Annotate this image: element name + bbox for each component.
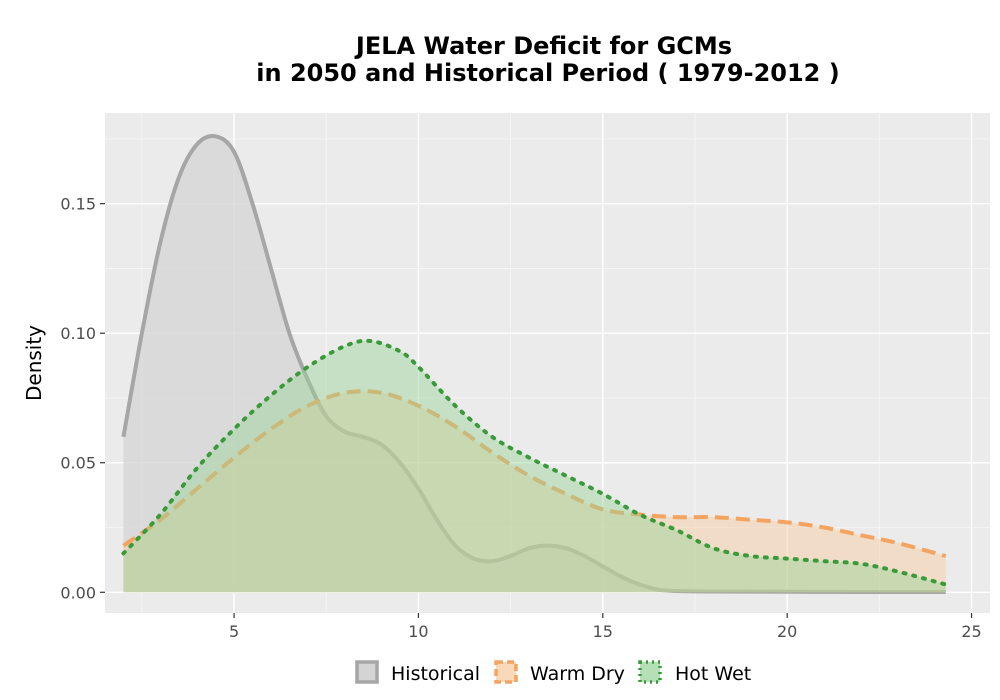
legend-key-hot-wet: [638, 660, 662, 684]
chart-title-line-2: in 2050 and Historical Period ( 1979-201…: [256, 59, 839, 87]
legend-key-historical: [355, 660, 379, 684]
density-series: [121, 133, 948, 595]
warm-dry-area: [123, 391, 946, 593]
x-tick-label: 20: [777, 622, 797, 641]
legend-label-historical: Historical: [391, 663, 480, 685]
x-tick-label: 5: [229, 622, 239, 641]
y-axis-title: Density: [22, 325, 46, 401]
legend-label-warm-dry: Warm Dry: [530, 663, 625, 685]
y-tick-label: 0.00: [60, 583, 96, 602]
historical-line: [121, 133, 946, 595]
warm-dry-line: [122, 389, 947, 558]
hot-wet-area: [123, 340, 946, 593]
chart-title-line-1: JELA Water Deficit for GCMs: [354, 32, 732, 60]
y-tick-label: 0.10: [60, 324, 96, 343]
legend-label-hot-wet: Hot Wet: [675, 663, 751, 685]
x-tick-label: 10: [408, 622, 428, 641]
y-tick-label: 0.05: [60, 454, 96, 473]
legend-item-hot-wet: Hot Wet: [638, 660, 751, 685]
legend: Historical Warm Dry Hot Wet: [355, 660, 751, 685]
x-axis: 5 10 15 20 25: [229, 613, 982, 641]
legend-key-warm-dry: [494, 660, 518, 684]
y-tick-label: 0.15: [60, 195, 96, 214]
y-axis: 0.00 0.05 0.10 0.15: [60, 195, 105, 602]
legend-item-warm-dry: Warm Dry: [494, 660, 625, 685]
historical-area: [123, 135, 946, 593]
x-tick-label: 15: [593, 622, 613, 641]
hot-wet-line: [121, 338, 948, 587]
x-tick-label: 25: [961, 622, 981, 641]
legend-item-historical: Historical: [355, 660, 480, 685]
